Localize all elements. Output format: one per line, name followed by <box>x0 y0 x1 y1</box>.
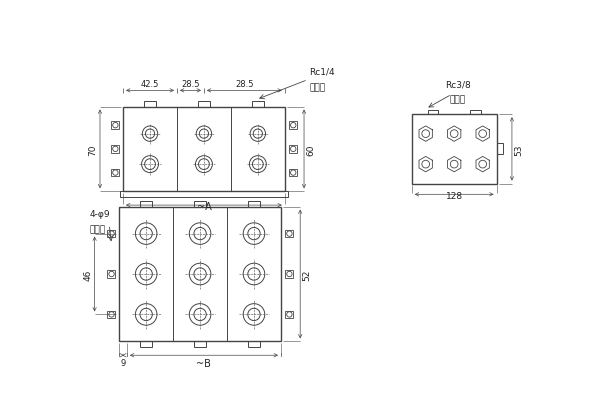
Bar <box>198 102 210 107</box>
Text: 出油口: 出油口 <box>309 83 326 92</box>
Text: 进油口: 进油口 <box>450 95 466 104</box>
Text: ~B: ~B <box>197 358 212 368</box>
Bar <box>289 122 297 130</box>
Bar <box>285 271 293 278</box>
Text: 28.5: 28.5 <box>235 80 254 89</box>
Text: 安装孔: 安装孔 <box>90 225 106 234</box>
Bar <box>123 107 285 192</box>
Text: 46: 46 <box>83 269 92 280</box>
Bar <box>120 192 288 197</box>
Text: Rc3/8: Rc3/8 <box>445 81 471 89</box>
Text: 60: 60 <box>306 144 315 155</box>
Text: 52: 52 <box>303 269 312 280</box>
Bar <box>111 122 119 130</box>
Text: 28.5: 28.5 <box>182 80 200 89</box>
Bar <box>285 230 293 238</box>
Bar <box>289 146 297 153</box>
Bar <box>412 115 496 184</box>
Text: 42.5: 42.5 <box>141 80 159 89</box>
Bar <box>248 342 260 347</box>
Bar <box>107 311 115 318</box>
Bar <box>289 169 297 177</box>
Bar <box>107 230 115 238</box>
Text: 4-φ9: 4-φ9 <box>90 210 110 219</box>
Bar <box>119 207 281 342</box>
Bar <box>140 202 153 207</box>
Bar <box>194 202 206 207</box>
Bar <box>144 102 156 107</box>
Text: ~A: ~A <box>197 202 211 212</box>
Bar <box>248 202 260 207</box>
Text: 128: 128 <box>446 192 463 201</box>
Bar <box>194 342 206 347</box>
Bar <box>251 102 264 107</box>
Bar <box>111 169 119 177</box>
Text: 9: 9 <box>121 358 125 367</box>
Bar <box>428 110 438 115</box>
Bar <box>107 271 115 278</box>
Bar <box>496 144 504 155</box>
Text: Rc1/4: Rc1/4 <box>309 67 335 77</box>
Bar <box>285 311 293 318</box>
Text: 53: 53 <box>514 144 523 155</box>
Bar <box>111 146 119 153</box>
Bar <box>470 110 481 115</box>
Bar <box>140 342 153 347</box>
Text: 70: 70 <box>89 144 98 155</box>
